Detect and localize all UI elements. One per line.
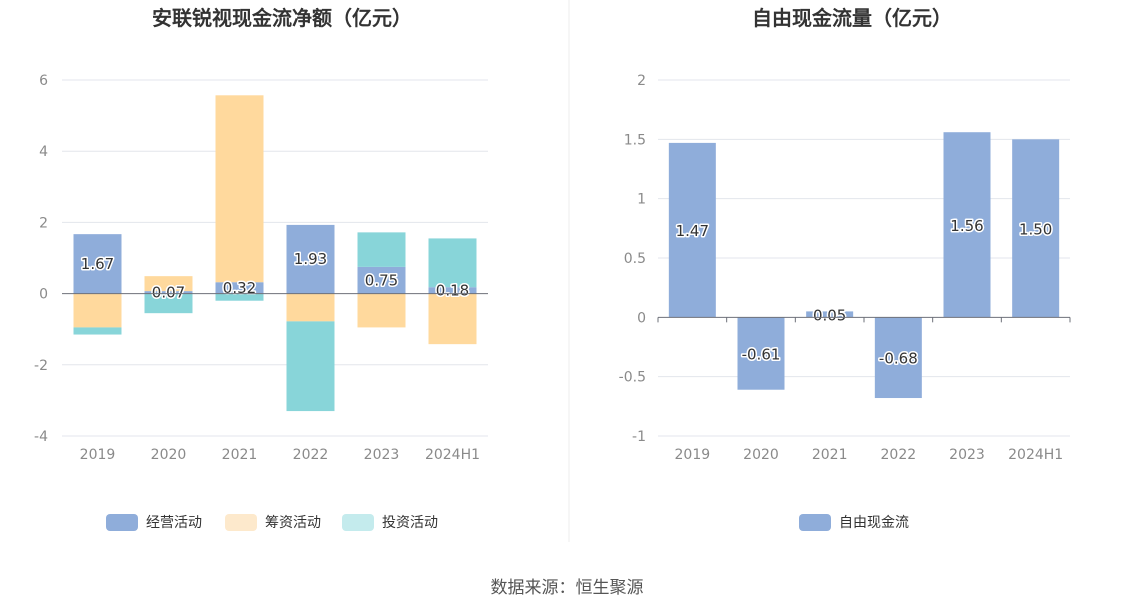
right-y-tick-label: -1: [632, 429, 646, 445]
left-legend-swatch: [225, 514, 257, 531]
right-bar: [668, 142, 716, 318]
left-bar-segment: [286, 293, 335, 322]
left-bar-segment: [286, 224, 335, 294]
left-legend-label: 筹资活动: [265, 514, 321, 531]
left-data-label: 0.32: [223, 279, 256, 297]
left-x-tick-label: 2024H1: [425, 447, 480, 463]
right-bar: [874, 317, 922, 399]
right-data-label: 1.56: [950, 217, 983, 235]
right-legend-swatch: [799, 514, 831, 531]
left-legend-label: 投资活动: [382, 515, 438, 531]
left-y-tick-label: 4: [39, 144, 48, 160]
right-bar: [737, 317, 785, 390]
left-bar-segment: [215, 282, 264, 294]
right-x-tick-label: 2020: [743, 447, 779, 463]
right-data-label: -0.61: [742, 346, 781, 364]
left-data-label: 1.93: [294, 250, 327, 268]
right-bar: [943, 132, 991, 318]
left-y-tick-label: 2: [39, 215, 48, 231]
left-bar-segment: [144, 291, 193, 294]
right-x-tick-label: 2021: [812, 447, 848, 463]
right-x-tick-label: 2024H1: [1008, 447, 1063, 463]
left-data-label: 0.07: [152, 283, 185, 301]
left-bar-segment: [357, 266, 406, 294]
left-bar-segment: [215, 95, 264, 283]
left-bar-segment: [73, 234, 122, 294]
right-y-tick-label: 1.5: [624, 132, 646, 148]
right-y-tick-label: 1: [637, 192, 646, 208]
cash-flow-net-chart: 安联锐视现金流净额（亿元） 6 4 2 0 -2 -4 1.67 2019 0.07 2020 0.…: [34, 6, 488, 531]
left-bar-segment: [144, 293, 193, 314]
right-y-tick-label: 0: [637, 310, 646, 326]
left-bar-segment: [286, 321, 335, 412]
right-data-label: 0.05: [813, 306, 846, 324]
left-legend-swatch: [106, 514, 138, 531]
right-data-label: 1.50: [1019, 220, 1052, 238]
left-data-label: 0.75: [365, 271, 398, 289]
free-cash-flow-chart: 自由现金流量（亿元） 2 1.5 1 0.5 0 -0.5 -1 1.47 2019 -0.61 2…: [619, 6, 1071, 531]
left-legend-label: 经营活动: [146, 515, 202, 531]
right-x-tick-label: 2022: [881, 447, 917, 463]
left-chart-title: 安联锐视现金流净额（亿元）: [152, 6, 412, 30]
left-legend-swatch: [342, 514, 374, 531]
right-y-tick-label: -0.5: [619, 370, 646, 386]
right-bar: [806, 311, 854, 318]
left-y-tick-label: -2: [34, 358, 48, 374]
left-bar-segment: [428, 238, 477, 288]
right-bar: [1012, 139, 1060, 318]
left-bar-segment: [357, 293, 406, 328]
data-source-note: 数据来源：恒生聚源: [491, 578, 644, 598]
left-bar-segment: [73, 293, 122, 328]
left-bar-segment: [215, 293, 264, 301]
left-x-tick-label: 2022: [293, 447, 329, 463]
left-data-label: 0.18: [436, 281, 469, 299]
left-bar-segment: [357, 232, 406, 267]
right-y-tick-label: 0.5: [624, 251, 646, 267]
left-bar-segment: [73, 327, 122, 335]
right-x-tick-label: 2023: [949, 447, 985, 463]
right-legend-label: 自由现金流: [839, 515, 909, 531]
right-x-tick-label: 2019: [675, 447, 711, 463]
left-data-label: 1.67: [81, 255, 114, 273]
left-y-tick-label: 0: [39, 287, 48, 303]
left-x-tick-label: 2020: [151, 447, 187, 463]
left-x-tick-label: 2023: [364, 447, 400, 463]
left-y-tick-label: -4: [34, 429, 48, 445]
left-bar-segment: [144, 276, 193, 292]
right-data-label: -0.68: [879, 350, 918, 368]
left-x-tick-label: 2021: [222, 447, 258, 463]
left-x-tick-label: 2019: [80, 447, 116, 463]
right-chart-title: 自由现金流量（亿元）: [752, 6, 952, 30]
left-y-tick-label: 6: [39, 73, 48, 89]
right-y-tick-label: 2: [637, 73, 646, 89]
left-bar-segment: [428, 293, 477, 345]
right-data-label: 1.47: [676, 222, 709, 240]
left-bar-segment: [428, 287, 477, 294]
